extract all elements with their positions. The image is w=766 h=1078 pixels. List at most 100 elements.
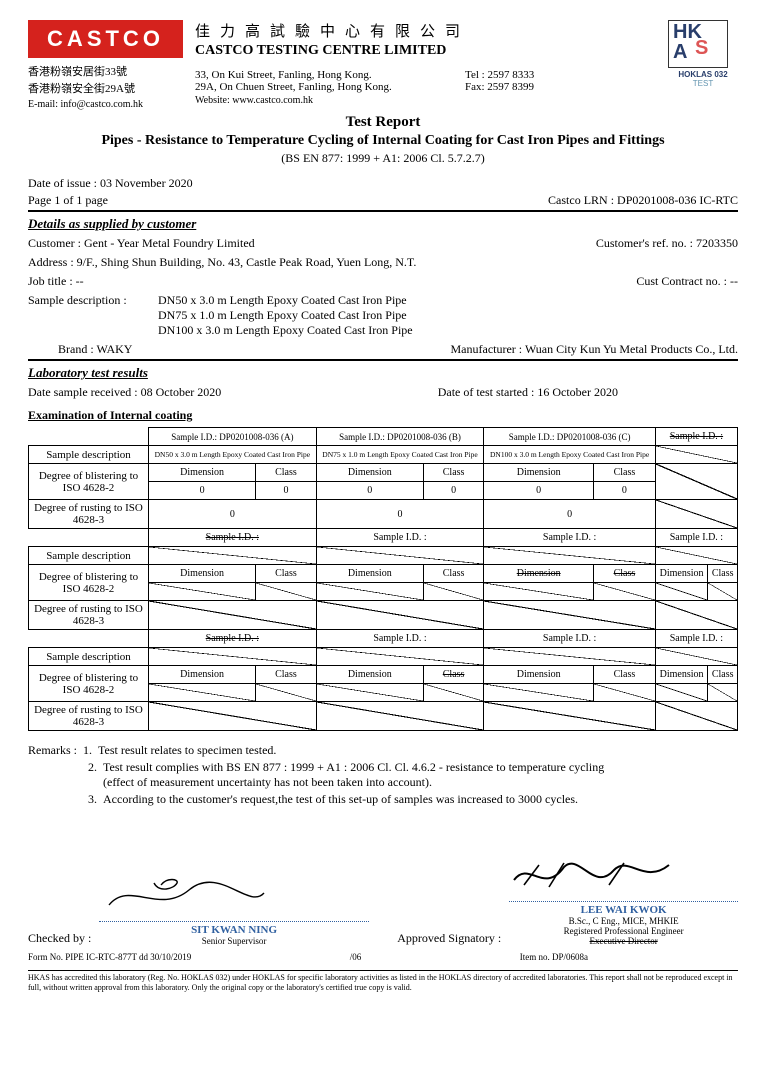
customer-ref: Customer's ref. no. : 7203350 xyxy=(596,236,738,251)
empty-cell xyxy=(423,684,483,702)
address-label: Address : xyxy=(28,255,74,269)
test-label: TEST xyxy=(668,79,738,88)
dim-h: Dimension xyxy=(316,464,423,482)
cls-h: Class xyxy=(594,666,656,684)
dim-h: Dimension xyxy=(655,666,708,684)
job-title: Job title : -- xyxy=(28,274,84,289)
approved-by: Approved Signatory : LEE WAI KWOK B.Sc.,… xyxy=(397,855,738,946)
row-rust: Degree of rusting to ISO 4628-3 xyxy=(29,702,149,731)
empty-cell xyxy=(484,648,656,666)
empty-cell xyxy=(149,547,317,565)
date-received: Date sample received : 08 October 2020 xyxy=(28,385,221,400)
address: Address : 9/F., Shing Shun Building, No.… xyxy=(28,255,738,270)
hkas-badge: HK A S HOKLAS 032 TEST xyxy=(668,20,738,88)
cls-h: Class xyxy=(423,565,483,583)
form-mid: /06 xyxy=(350,952,362,962)
val: 0 xyxy=(423,482,483,500)
row-sdesc: Sample description xyxy=(29,547,149,565)
email: E-mail: info@castco.com.hk xyxy=(28,99,183,110)
custref-label: Customer's ref. no. : xyxy=(596,236,693,250)
dim-h: Dimension xyxy=(484,565,594,583)
empty-cell xyxy=(316,547,484,565)
row-sdesc: Sample description xyxy=(29,446,149,464)
empty-cell xyxy=(708,684,738,702)
empty-cell xyxy=(655,547,737,565)
empty-cell xyxy=(316,601,484,630)
website: Website: www.castco.com.hk xyxy=(195,95,656,106)
empty-cell xyxy=(484,684,594,702)
logo: CASTCO xyxy=(28,20,183,58)
cn-address-2: 香港粉嶺安全街29A號 xyxy=(28,81,183,98)
approver-role-a: B.Sc., C Eng., MICE, MHKIE xyxy=(509,916,738,926)
empty-cell xyxy=(484,702,656,731)
sid-plain: Sample I.D. : xyxy=(484,529,656,547)
remark-3n: 3. xyxy=(88,792,97,807)
results-table: Sample I.D.: DP0201008-036 (A) Sample I.… xyxy=(28,427,738,731)
approver-name: LEE WAI KWOK xyxy=(509,904,738,916)
remark-2a: Test result complies with BS EN 877 : 19… xyxy=(103,760,604,775)
empty-cell xyxy=(316,702,484,731)
company-cn: 佳力高試驗中心有限公司 xyxy=(195,20,656,41)
empty-cell xyxy=(708,583,738,601)
header: CASTCO 香港粉嶺安居街33號 香港粉嶺安全街29A號 E-mail: in… xyxy=(28,20,738,110)
checked-by: Checked by : SIT KWAN NING Senior Superv… xyxy=(28,855,369,946)
checker-role: Senior Supervisor xyxy=(99,936,368,946)
sid-b: Sample I.D.: DP0201008-036 (B) xyxy=(316,428,484,446)
addr1: 33, On Kui Street, Fanling, Hong Kong. xyxy=(195,69,465,81)
row-blister: Degree of blistering to ISO 4628-2 xyxy=(29,464,149,500)
empty-cell xyxy=(423,583,483,601)
cls-h: Class xyxy=(256,666,316,684)
job-label: Job title : xyxy=(28,274,73,288)
row-blister: Degree of blistering to ISO 4628-2 xyxy=(29,666,149,702)
lrn-value: DP0201008-036 IC-RTC xyxy=(617,193,738,207)
empty-cell xyxy=(655,702,737,731)
remarks: Remarks : 1. Test result relates to spec… xyxy=(28,743,738,807)
empty-cell xyxy=(655,648,737,666)
row-rust: Degree of rusting to ISO 4628-3 xyxy=(29,601,149,630)
customer-label: Customer : xyxy=(28,236,81,250)
val: 0 xyxy=(594,482,656,500)
lab-heading: Laboratory test results xyxy=(28,365,738,381)
signature-icon xyxy=(509,855,679,897)
sid-plain: Sample I.D. : xyxy=(316,529,484,547)
empty-cell xyxy=(149,648,317,666)
empty-cell xyxy=(256,684,316,702)
remark-1: Test result relates to specimen tested. xyxy=(98,743,276,758)
disclaimer: HKAS has accredited this laboratory (Reg… xyxy=(28,970,738,993)
approver-role-b: Registered Professional Engineer xyxy=(509,926,738,936)
job-value: -- xyxy=(76,274,84,288)
recv-value: 08 October 2020 xyxy=(141,385,222,399)
empty-cell xyxy=(594,684,656,702)
sample-3: DN100 x 3.0 m Length Epoxy Coated Cast I… xyxy=(158,323,413,338)
start-label: Date of test started : xyxy=(438,385,535,399)
form-no: Form No. PIPE IC-RTC-877T dd 30/10/2019 xyxy=(28,952,191,962)
remarks-label: Remarks : xyxy=(28,743,77,758)
brand-label: Brand : xyxy=(58,342,94,356)
a-text: A xyxy=(673,41,687,64)
desc-b: DN75 x 1.0 m Length Epoxy Coated Cast Ir… xyxy=(316,446,484,464)
val: 0 xyxy=(149,500,317,529)
sid-strike: Sample I.D. : xyxy=(149,630,317,648)
s-text: S xyxy=(695,37,708,60)
report-subtitle: Pipes - Resistance to Temperature Cyclin… xyxy=(28,133,738,149)
empty-cell xyxy=(149,601,317,630)
sample-2: DN75 x 1.0 m Length Epoxy Coated Cast Ir… xyxy=(158,308,413,323)
empty-cell xyxy=(484,601,656,630)
remark-2n: 2. xyxy=(88,760,97,790)
contract-label: Cust Contract no. : xyxy=(636,274,727,288)
logo-block: CASTCO 香港粉嶺安居街33號 香港粉嶺安全街29A號 E-mail: in… xyxy=(28,20,183,110)
sid-plain: Sample I.D. : xyxy=(655,630,737,648)
customer-value: Gent - Year Metal Foundry Limited xyxy=(84,236,255,250)
sample-label: Sample description : xyxy=(28,293,158,338)
sid-plain: Sample I.D. : xyxy=(316,630,484,648)
mfr-value: Wuan City Kun Yu Metal Products Co., Ltd… xyxy=(525,342,738,356)
page-count: Page 1 of 1 page xyxy=(28,193,108,208)
val: 0 xyxy=(484,482,594,500)
address-value: 9/F., Shing Shun Building, No. 43, Castl… xyxy=(77,255,417,269)
row-rust: Degree of rusting to ISO 4628-3 xyxy=(29,500,149,529)
addr2: 29A, On Chuen Street, Fanling, Hong Kong… xyxy=(195,81,465,93)
cls-h: Class xyxy=(594,565,656,583)
contract-value: -- xyxy=(730,274,738,288)
empty-cell xyxy=(594,583,656,601)
dim-h: Dimension xyxy=(149,666,256,684)
